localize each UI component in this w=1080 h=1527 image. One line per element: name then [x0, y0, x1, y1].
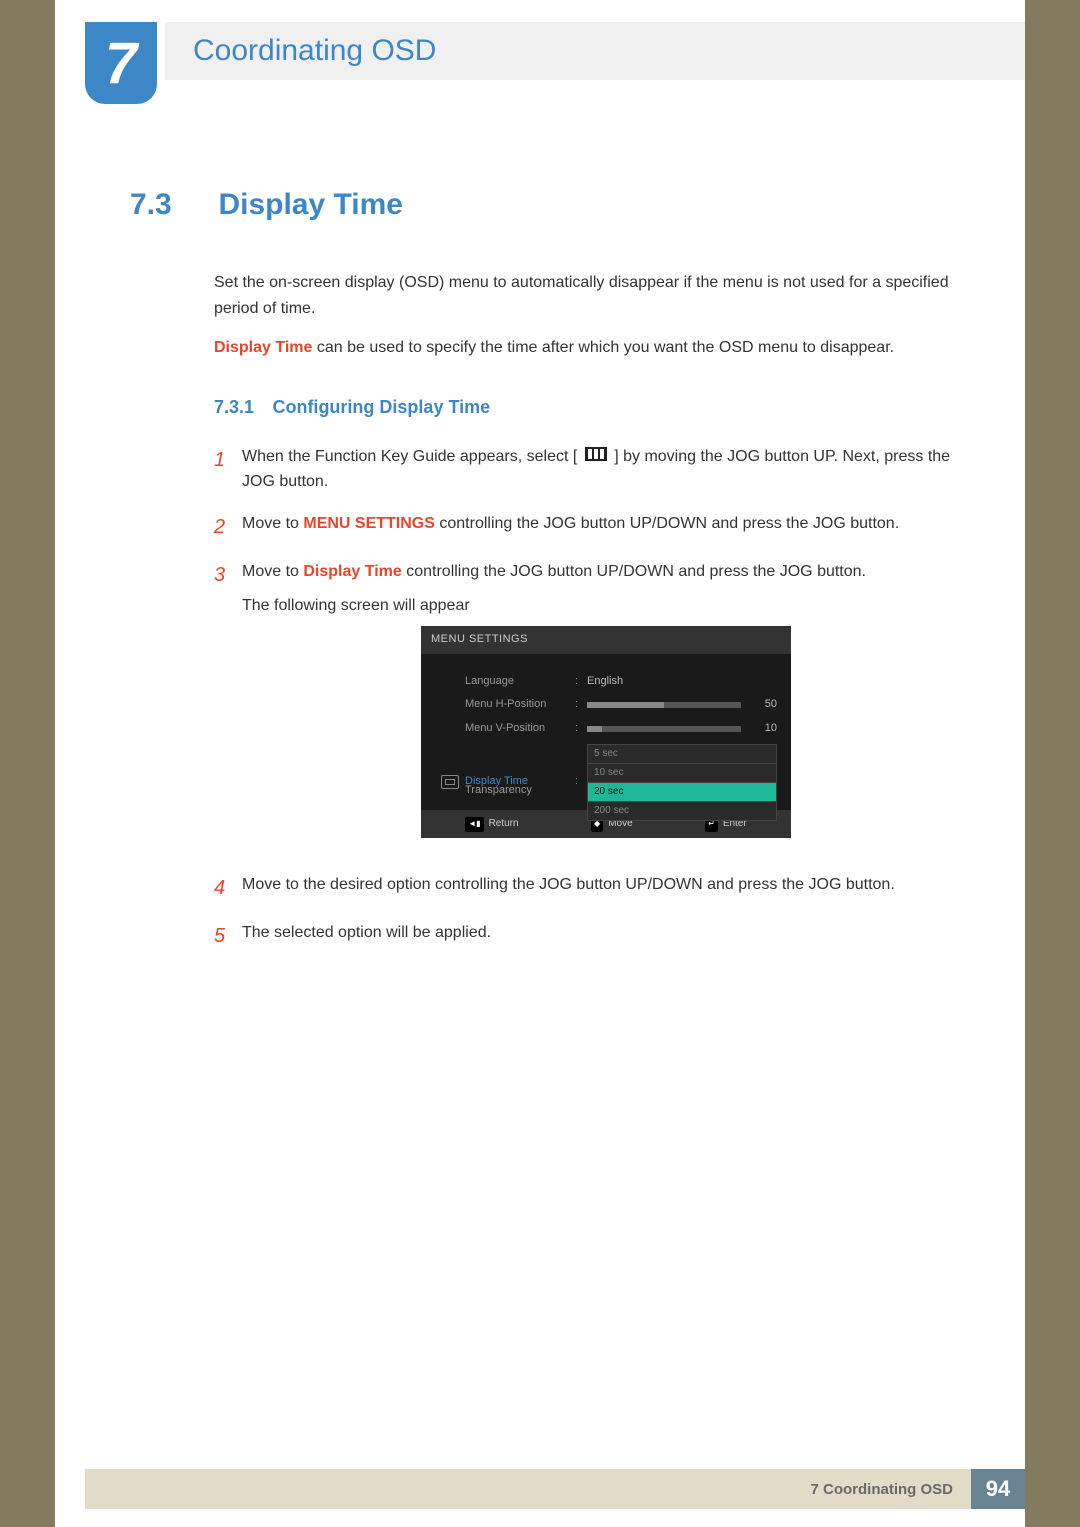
- step-3: 3 Move to Display Time controlling the J…: [214, 559, 970, 856]
- intro-paragraph-1: Set the on-screen display (OSD) menu to …: [214, 270, 970, 321]
- section-intro: Set the on-screen display (OSD) menu to …: [214, 270, 970, 361]
- chapter-number: 7: [105, 30, 137, 97]
- footer-page-number: 94: [986, 1476, 1010, 1502]
- step-text: When the Function Key Guide appears, sel…: [242, 444, 970, 495]
- osd-option-5sec: 5 sec: [587, 744, 777, 764]
- osd-hpos-value: 50: [749, 696, 777, 714]
- step-text: The selected option will be applied.: [242, 920, 970, 952]
- osd-label-language: Language: [465, 673, 575, 691]
- footer-text: 7 Coordinating OSD: [811, 1481, 954, 1498]
- osd-vpos-value: 10: [749, 720, 777, 738]
- document-page: 7 Coordinating OSD 7.3 Display Time Set …: [55, 0, 1025, 1527]
- step-number: 3: [214, 559, 242, 856]
- display-time-label: Display Time: [303, 563, 401, 580]
- footer-bar: 7 Coordinating OSD: [85, 1469, 971, 1509]
- step-number: 2: [214, 511, 242, 543]
- osd-header: MENU SETTINGS: [421, 626, 791, 654]
- monitor-icon: [441, 775, 459, 789]
- osd-option-200sec: 200 sec: [587, 801, 777, 821]
- step-number: 4: [214, 872, 242, 904]
- step-number: 1: [214, 444, 242, 495]
- chapter-title: Coordinating OSD: [193, 34, 436, 68]
- step-text: Move to Display Time controlling the JOG…: [242, 559, 970, 856]
- steps-list: 1 When the Function Key Guide appears, s…: [214, 444, 970, 952]
- step-3-text-a: Move to: [242, 563, 303, 580]
- subsection-title: Configuring Display Time: [272, 397, 490, 418]
- intro-rest: can be used to specify the time after wh…: [312, 339, 894, 356]
- osd-label-transparency: Transparency: [465, 782, 575, 800]
- section-heading: 7.3 Display Time: [130, 188, 970, 222]
- step-2-text-a: Move to: [242, 515, 303, 532]
- intro-lead: Display Time: [214, 339, 312, 356]
- intro-paragraph-2: Display Time can be used to specify the …: [214, 335, 970, 361]
- osd-row-language: Language : English: [435, 670, 777, 694]
- step-2-text-b: controlling the JOG button UP/DOWN and p…: [435, 515, 899, 532]
- chapter-title-bar: Coordinating OSD: [165, 22, 1025, 80]
- osd-slider-hpos: 50: [587, 696, 777, 714]
- section-number: 7.3: [130, 188, 214, 222]
- osd-row-vposition: Menu V-Position : 10: [435, 717, 777, 741]
- step-text: Move to MENU SETTINGS controlling the JO…: [242, 511, 970, 543]
- step-2: 2 Move to MENU SETTINGS controlling the …: [214, 511, 970, 543]
- page-footer: 7 Coordinating OSD 94: [85, 1469, 1025, 1509]
- menu-settings-label: MENU SETTINGS: [303, 515, 435, 532]
- osd-body: Language : English Menu H-Position :: [421, 654, 791, 810]
- subsection-number: 7.3.1: [214, 397, 268, 418]
- osd-menu-screenshot: MENU SETTINGS Language : English Menu H-…: [421, 626, 791, 838]
- section-title: Display Time: [218, 188, 403, 222]
- step-number: 5: [214, 920, 242, 952]
- step-5: 5 The selected option will be applied.: [214, 920, 970, 952]
- osd-value-language: English: [587, 673, 777, 691]
- step-3-text-b: controlling the JOG button UP/DOWN and p…: [402, 563, 866, 580]
- menu-grid-icon: [585, 444, 607, 470]
- osd-label-vpos: Menu V-Position: [465, 720, 575, 738]
- step-1-text-a: When the Function Key Guide appears, sel…: [242, 448, 577, 465]
- step-1: 1 When the Function Key Guide appears, s…: [214, 444, 970, 495]
- chapter-tab: 7: [85, 22, 157, 104]
- osd-label-hpos: Menu H-Position: [465, 696, 575, 714]
- step-3-text-c: The following screen will appear: [242, 593, 970, 619]
- osd-options-list: 5 sec 10 sec 20 sec 200 sec: [587, 744, 777, 820]
- osd-option-20sec: 20 sec: [587, 782, 777, 802]
- page-content: 7.3 Display Time Set the on-screen displ…: [130, 188, 970, 968]
- step-4: 4 Move to the desired option controlling…: [214, 872, 970, 904]
- subsection-heading: 7.3.1 Configuring Display Time: [214, 397, 970, 418]
- osd-option-10sec: 10 sec: [587, 763, 777, 783]
- step-text: Move to the desired option controlling t…: [242, 872, 970, 904]
- osd-row-hposition: Menu H-Position : 50: [435, 693, 777, 717]
- osd-slider-vpos: 10: [587, 720, 777, 738]
- footer-page-box: 94: [971, 1469, 1025, 1509]
